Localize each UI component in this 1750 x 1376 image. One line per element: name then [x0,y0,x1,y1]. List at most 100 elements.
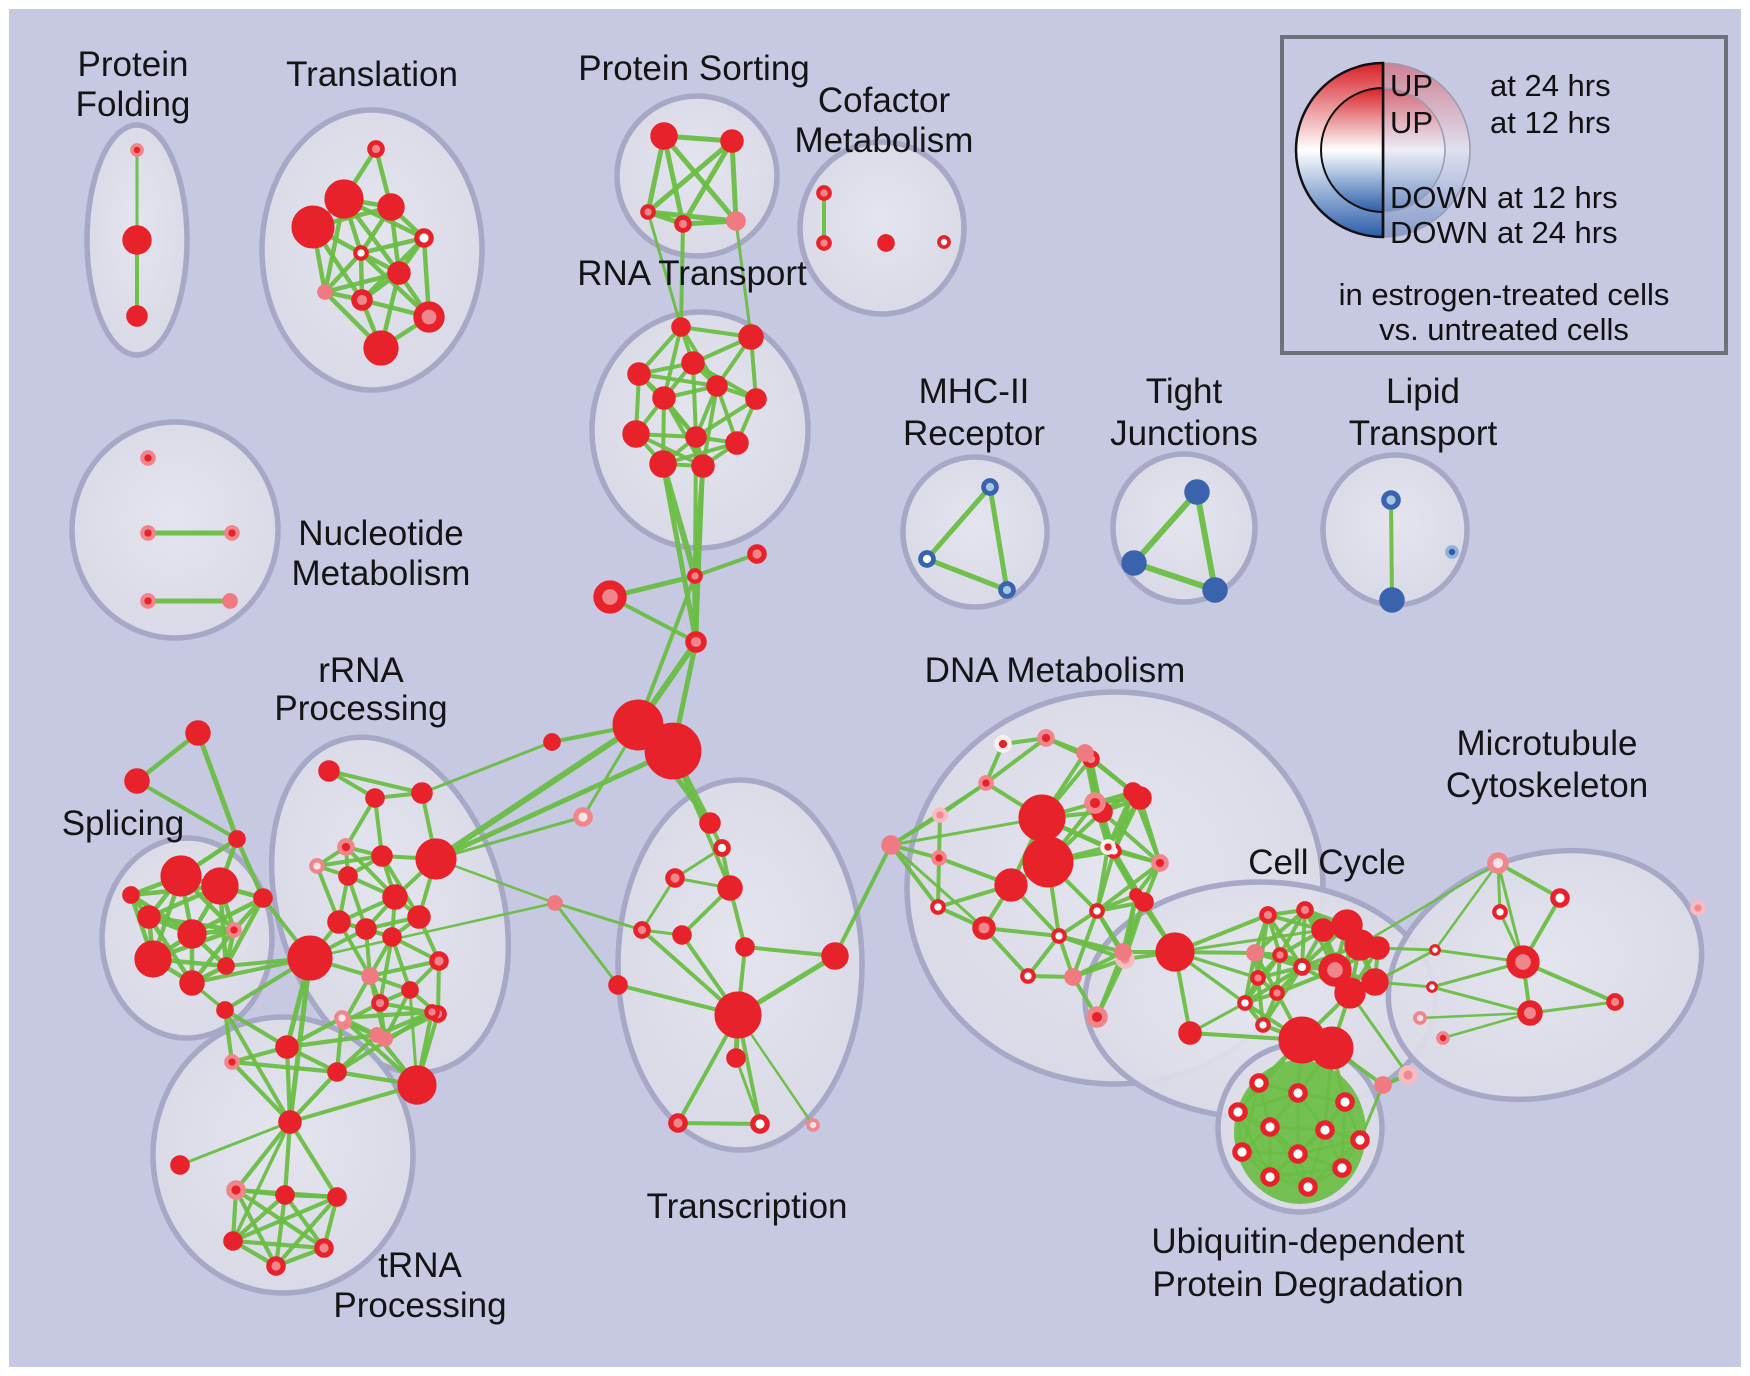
network-edge [646,210,683,329]
network-node-tx11 [714,991,762,1039]
network-node-d9 [1022,836,1074,888]
network-edge [692,573,699,645]
layer-nodes [122,122,1706,1276]
network-node-tx3 [665,868,685,888]
network-node-n3 [224,525,240,541]
network-node-q1 [318,760,340,782]
network-node-d11 [994,868,1028,902]
network-edge [693,552,759,578]
network-node-l1 [1381,490,1401,510]
network-edge [1243,965,1304,1005]
network-node-tp13 [397,1065,437,1105]
legend-row-time: at 12 hrs [1497,180,1618,215]
network-node-t9 [351,289,373,311]
network-node-ps2 [720,129,744,153]
network-node-t11 [363,330,399,366]
network-node-ub1 [1249,1073,1269,1093]
network-node-q9 [382,884,408,910]
network-node-mc3 [1492,904,1508,920]
network-node-cn1 [687,568,703,584]
network-edge [640,876,677,932]
network-node-tp1 [278,1110,302,1134]
network-node-g1 [287,935,333,981]
network-edge [679,222,685,329]
network-edge [230,1238,327,1251]
legend-row-time: at 24 hrs [1490,68,1611,103]
cluster-label-protein-sorting: Protein Sorting [578,49,810,88]
network-node-tp3 [226,1180,246,1200]
network-edge [1496,861,1562,900]
network-edge [374,1009,435,1038]
network-node-tp15 [369,1027,385,1043]
network-node-q17 [371,994,389,1012]
network-edge [134,730,201,784]
network-node-s10 [226,922,242,938]
network-edge [433,722,641,862]
network-node-pf1 [130,143,144,157]
network-node-q14 [429,951,449,971]
network-node-q7 [415,838,457,880]
network-node-q13 [382,927,402,947]
network-node-r12 [691,454,715,478]
network-node-s9 [179,970,205,996]
network-edge [889,843,940,909]
network-edge [1441,1011,1532,1040]
legend-footer-line1: in estrogen-treated cells [1339,277,1670,312]
network-node-n2 [140,525,156,541]
network-edge [743,945,837,958]
network-node-m3 [998,581,1016,599]
layer-cluster-labels: Protein Folding Translation Protein Sorting… [62,45,1648,1325]
cluster-label-cofactor-metabolism: Cofactor Metabolism [795,81,974,160]
network-edge [1268,1166,1344,1179]
network-node-d8 [1018,794,1066,842]
network-edge [322,270,402,295]
network-edge [1057,934,1125,954]
legend-row-direction: DOWN [1390,215,1488,250]
network-edge [889,816,1044,847]
cluster-label-protein-folding: Protein Folding [76,45,191,124]
network-edge [315,854,384,868]
network-edge [288,1083,419,1124]
network-node-n5 [222,593,238,609]
network-node-cc9 [1293,958,1311,976]
legend-footer-line2: vs. untreated cells [1379,312,1629,347]
network-node-t8 [317,284,333,300]
network-edge [287,955,313,1125]
network-node-mc4 [1506,945,1540,979]
network-node-d4 [978,775,994,791]
network-node-cc14 [1269,985,1285,1001]
network-node-l3 [1379,587,1405,613]
network-node-cc2 [1296,901,1314,919]
network-edge [195,730,240,842]
network-node-tx13 [668,1113,688,1133]
network-node-r5 [652,386,676,410]
network-node-tp9 [216,1001,234,1019]
network-edge [676,1121,762,1126]
cluster-label-lipid-transport: Lipid Transport [1349,372,1498,453]
cluster-label-splicing: Splicing [62,804,185,843]
network-node-cc19 [1374,1076,1392,1094]
legend-row-time: at 12 hrs [1490,105,1611,140]
network-node-s8 [134,940,172,978]
network-node-mc2 [1550,888,1570,908]
network-node-tp16 [424,1004,440,1020]
network-edge [1528,1000,1617,1015]
network-node-d29 [1086,1006,1108,1028]
network-node-d15 [930,899,946,915]
network-edge [1521,960,1617,1004]
cluster-ellipse-mhc2-receptor [900,454,1050,610]
legend-row-time: at 24 hrs [1497,215,1618,250]
network-edge [420,740,554,795]
network-node-ub12 [1298,1177,1318,1197]
cluster-label-nucleotide-metabolism: Nucleotide Metabolism [292,514,471,593]
network-edge [434,857,557,905]
network-node-s4 [160,855,202,897]
network-node-m2 [918,550,936,568]
network-edge [661,133,686,227]
network-node-tp6 [223,1231,243,1251]
cluster-label-translation: Translation [286,55,458,94]
network-node-r2 [738,324,764,350]
network-node-d23 [1084,792,1106,814]
network-node-cc6 [1366,936,1390,960]
